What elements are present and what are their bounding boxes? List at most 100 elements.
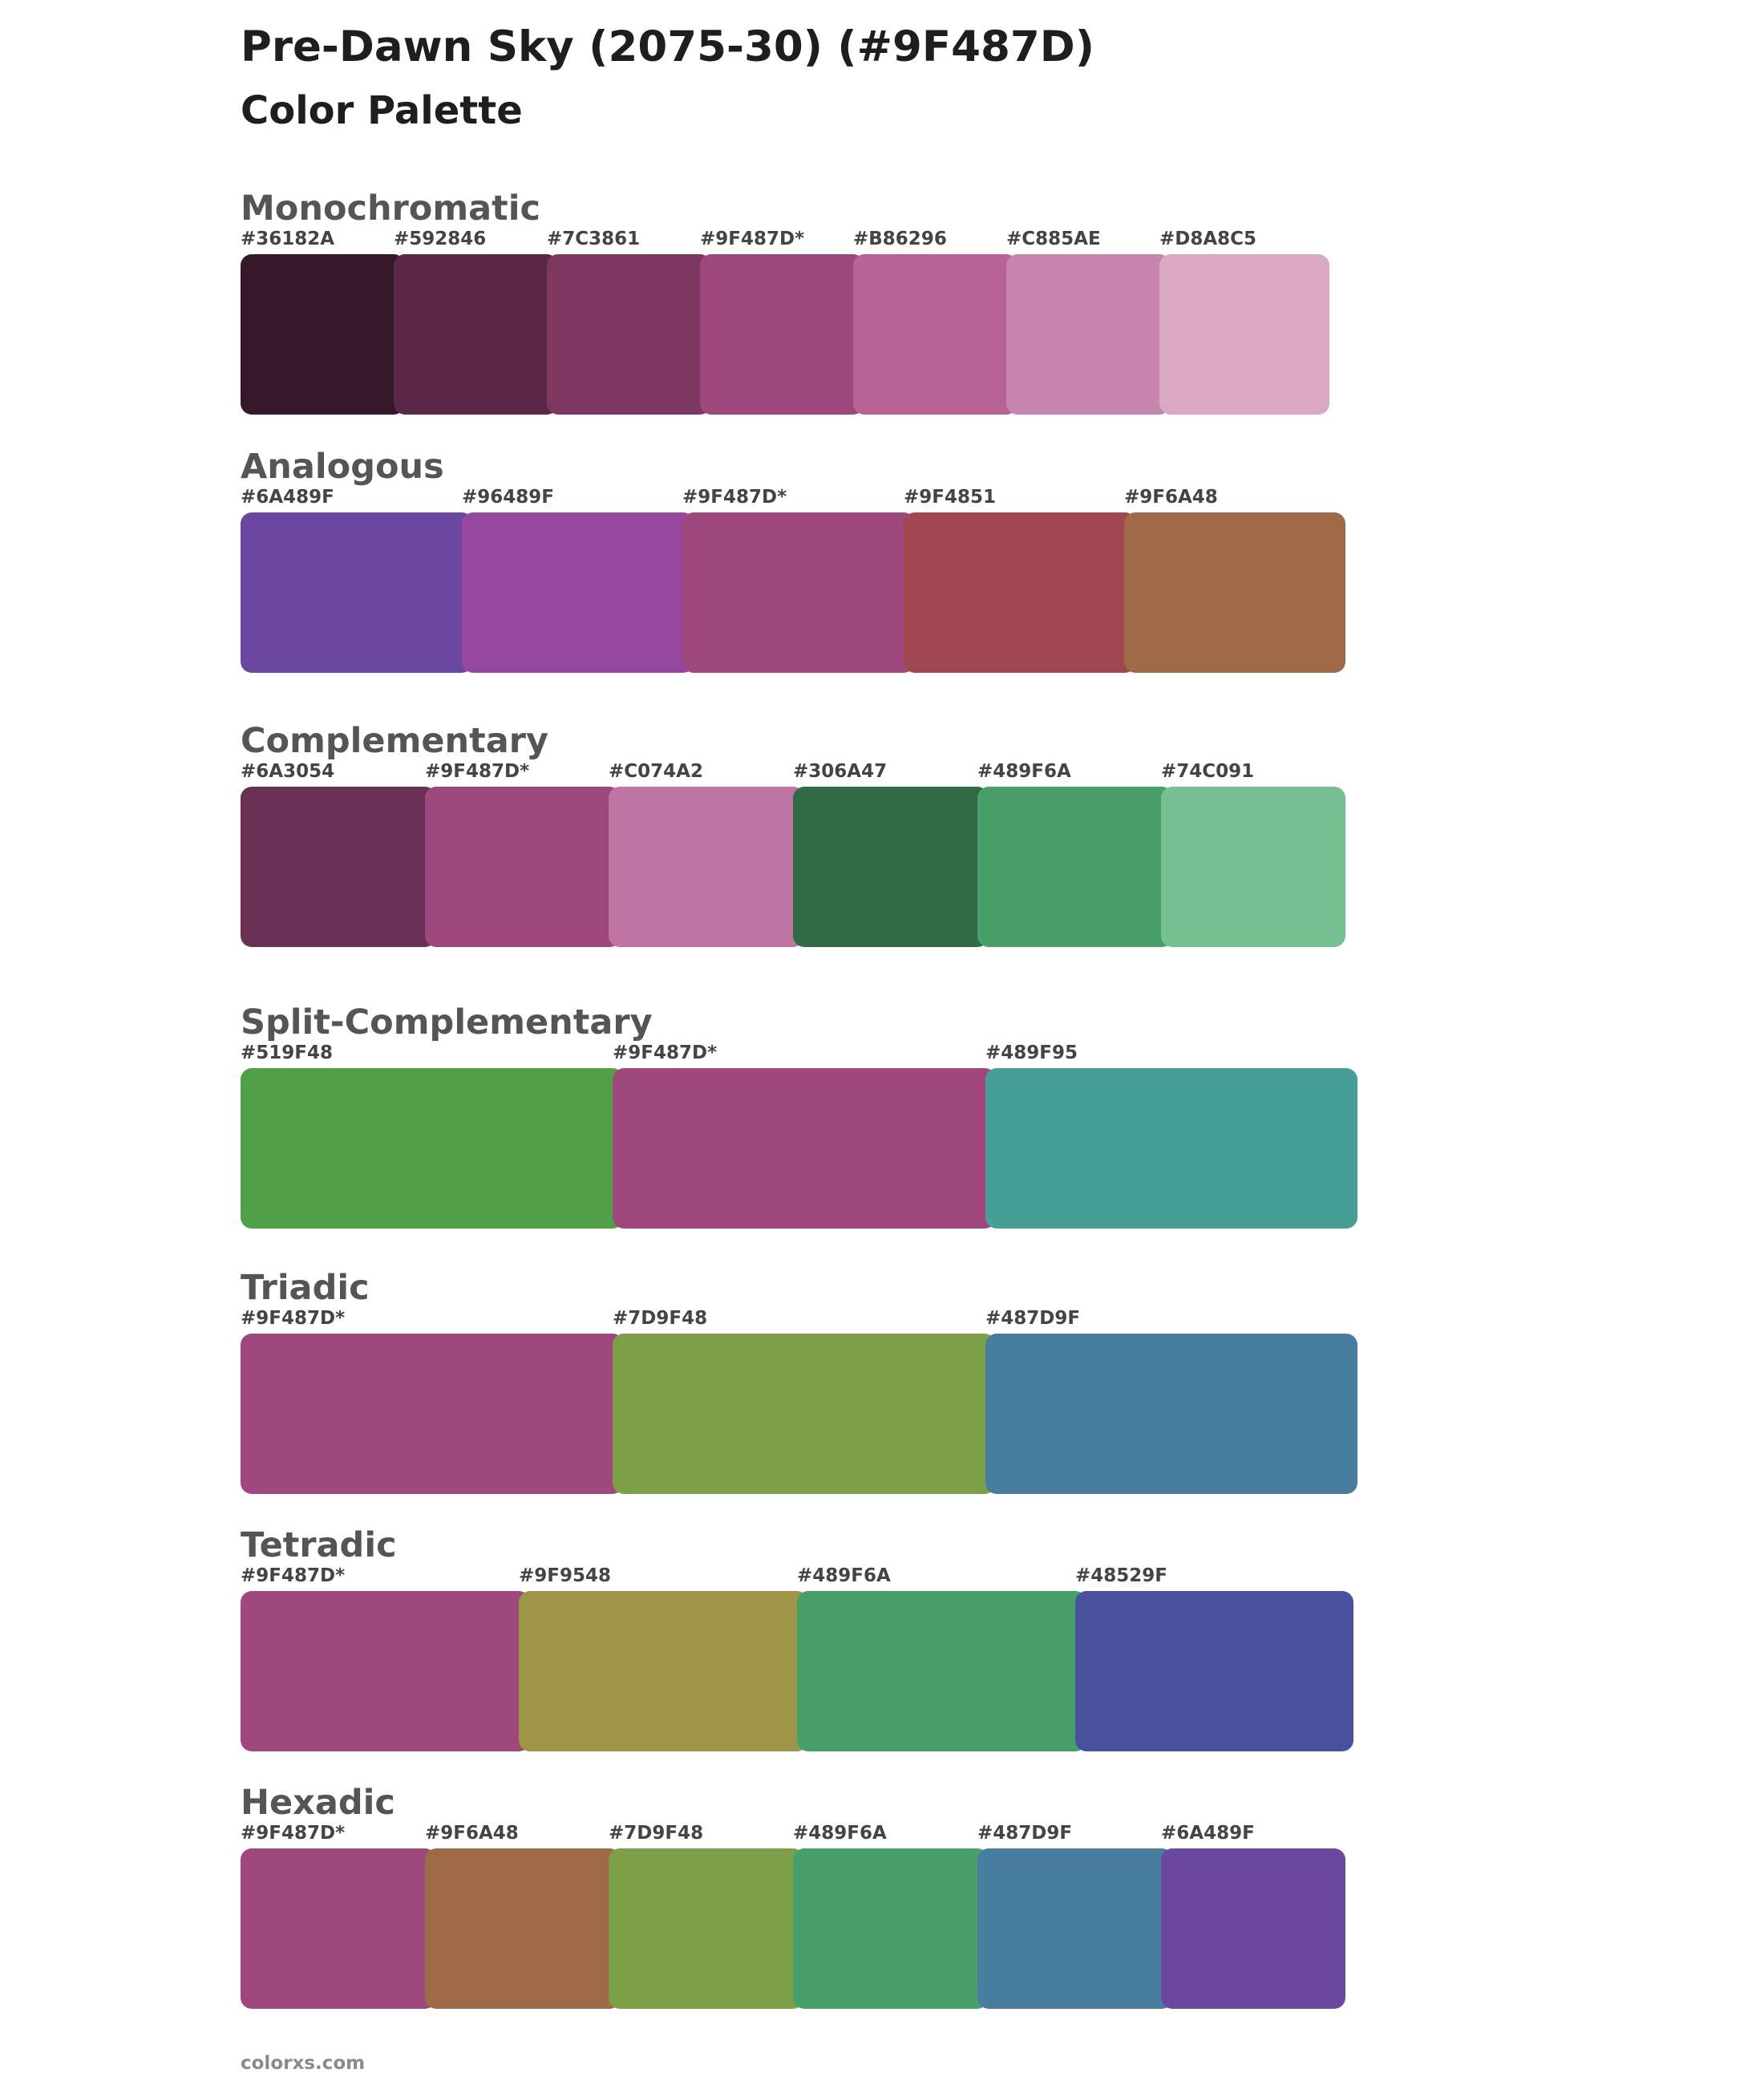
swatch-hex-label: #9F6A48 [1124, 487, 1218, 508]
swatch-hex-label: #306A47 [793, 761, 888, 782]
color-swatch[interactable] [793, 787, 989, 947]
swatch-labels: #519F48 #9F487D* #489F95 [241, 1042, 1078, 1068]
swatch-hex-label: #9F487D* [682, 487, 787, 508]
swatch-hex-label: #9F4851 [904, 487, 996, 508]
swatch-row [241, 1848, 1345, 2009]
page-title: Pre-Dawn Sky (2075-30) (#9F487D) [241, 22, 1094, 71]
palette-triadic: Triadic #9F487D* #7D9F48 #487D9F [241, 1268, 1357, 1494]
swatch-hex-label: #6A3054 [241, 761, 335, 782]
color-swatch[interactable] [609, 787, 804, 947]
color-swatch[interactable] [462, 512, 694, 673]
swatch-hex-label: #489F6A [797, 1565, 891, 1586]
swatch-hex-label: #B86296 [853, 229, 947, 249]
color-swatch[interactable] [241, 1068, 624, 1229]
swatch-row [241, 254, 1329, 415]
swatch-hex-label: #9F487D* [241, 1308, 346, 1329]
palette-title: Tetradic [241, 1525, 397, 1565]
swatch-row [241, 1068, 1357, 1229]
color-swatch[interactable] [904, 512, 1136, 673]
swatch-hex-label: #489F95 [985, 1042, 1078, 1063]
swatch-hex-label: #9F487D* [241, 1565, 346, 1586]
color-swatch[interactable] [1159, 254, 1329, 415]
swatch-hex-label: #36182A [241, 229, 335, 249]
palette-title: Triadic [241, 1268, 370, 1308]
swatch-hex-label: #487D9F [977, 1823, 1073, 1844]
swatch-row [241, 1591, 1353, 1751]
color-swatch[interactable] [1124, 512, 1345, 673]
swatch-hex-label: #489F6A [977, 761, 1071, 782]
color-swatch[interactable] [700, 254, 864, 415]
color-swatch[interactable] [547, 254, 711, 415]
swatch-labels: #6A3054 #9F487D* #C074A2 #306A47 #489F6A #74C… [241, 761, 1254, 787]
color-swatch[interactable] [425, 787, 621, 947]
color-swatch[interactable] [609, 1848, 804, 2009]
palette-title: Complementary [241, 721, 548, 761]
swatch-hex-label: #C885AE [1006, 229, 1101, 249]
color-swatch[interactable] [613, 1334, 996, 1494]
swatch-hex-label: #9F6A48 [425, 1823, 519, 1844]
color-swatch[interactable] [977, 1848, 1173, 2009]
swatch-hex-label: #7C3861 [547, 229, 641, 249]
palette-title: Split-Complementary [241, 1002, 653, 1042]
color-swatch[interactable] [241, 254, 405, 415]
swatch-hex-label: #489F6A [793, 1823, 887, 1844]
color-swatch[interactable] [241, 512, 473, 673]
color-swatch[interactable] [519, 1591, 808, 1751]
swatch-labels: #36182A #592846 #7C3861 #9F487D* #B86296 #C88… [241, 229, 1256, 254]
color-swatch[interactable] [1006, 254, 1171, 415]
swatch-hex-label: #6A489F [1161, 1823, 1255, 1844]
color-swatch[interactable] [394, 254, 558, 415]
site-footer: colorxs.com [241, 2053, 366, 2074]
swatch-hex-label: #519F48 [241, 1042, 333, 1063]
color-swatch[interactable] [241, 1334, 624, 1494]
color-swatch[interactable] [613, 1068, 996, 1229]
palette-monochromatic: Monochromatic #36182A #592846 #7C3861 #9F48… [241, 188, 1329, 415]
color-swatch[interactable] [985, 1068, 1357, 1229]
palette-title: Monochromatic [241, 188, 540, 229]
swatch-row [241, 1334, 1357, 1494]
color-swatch[interactable] [853, 254, 1018, 415]
color-swatch[interactable] [793, 1848, 989, 2009]
swatch-row [241, 512, 1345, 673]
swatch-hex-label: #7D9F48 [609, 1823, 704, 1844]
color-swatch[interactable] [241, 1848, 436, 2009]
swatch-row [241, 787, 1345, 947]
color-swatch[interactable] [425, 1848, 621, 2009]
swatch-hex-label: #D8A8C5 [1159, 229, 1257, 249]
color-swatch[interactable] [1161, 1848, 1345, 2009]
color-swatch[interactable] [985, 1334, 1357, 1494]
color-swatch[interactable] [797, 1591, 1086, 1751]
swatch-labels: #9F487D* #9F6A48 #7D9F48 #489F6A #487D9F #6A4… [241, 1823, 1255, 1848]
swatch-hex-label: #96489F [462, 487, 554, 508]
swatch-hex-label: #74C091 [1161, 761, 1255, 782]
swatch-labels: #6A489F #96489F #9F487D* #9F4851 #9F6A48 [241, 487, 1218, 512]
page-subtitle: Color Palette [241, 88, 523, 133]
swatch-hex-label: #9F487D* [241, 1823, 346, 1844]
color-swatch[interactable] [241, 1591, 530, 1751]
swatch-hex-label: #7D9F48 [613, 1308, 708, 1329]
swatch-hex-label: #6A489F [241, 487, 334, 508]
color-swatch[interactable] [1075, 1591, 1353, 1751]
swatch-hex-label: #592846 [394, 229, 487, 249]
palette-title: Hexadic [241, 1783, 395, 1823]
palette-split-complementary: Split-Complementary #519F48 #9F487D* #489F… [241, 1002, 1357, 1229]
color-swatch[interactable] [241, 787, 436, 947]
swatch-hex-label: #C074A2 [609, 761, 703, 782]
swatch-hex-label: #9F487D* [613, 1042, 718, 1063]
color-swatch[interactable] [977, 787, 1173, 947]
swatch-hex-label: #487D9F [985, 1308, 1081, 1329]
palette-hexadic: Hexadic #9F487D* #9F6A48 #7D9F48 #489F6A #48… [241, 1783, 1345, 2009]
palette-complementary: Complementary #6A3054 #9F487D* #C074A2 #306… [241, 721, 1345, 947]
swatch-labels: #9F487D* #7D9F48 #487D9F [241, 1308, 1080, 1334]
swatch-hex-label: #48529F [1075, 1565, 1167, 1586]
color-swatch[interactable] [1161, 787, 1345, 947]
palette-tetradic: Tetradic #9F487D* #9F9548 #489F6A #48529F [241, 1525, 1353, 1751]
palette-analogous: Analogous #6A489F #96489F #9F487D* #9F4851 #… [241, 447, 1345, 673]
palette-title: Analogous [241, 447, 444, 487]
swatch-hex-label: #9F9548 [519, 1565, 611, 1586]
swatch-hex-label: #9F487D* [425, 761, 530, 782]
color-swatch[interactable] [682, 512, 915, 673]
swatch-hex-label: #9F487D* [700, 229, 805, 249]
swatch-labels: #9F487D* #9F9548 #489F6A #48529F [241, 1565, 1167, 1591]
